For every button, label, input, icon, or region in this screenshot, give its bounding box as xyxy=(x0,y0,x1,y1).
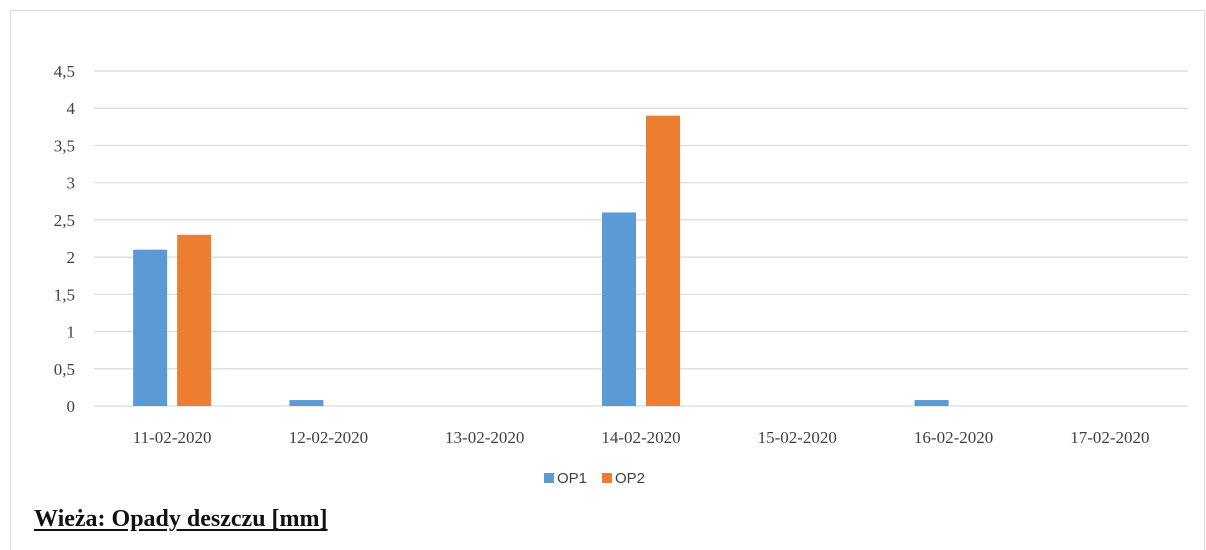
bar-op2 xyxy=(177,234,212,406)
y-tick-label: 2 xyxy=(67,248,76,267)
x-tick-label: 16-02-2020 xyxy=(914,428,993,447)
bar-op1 xyxy=(133,249,168,406)
x-tick-label: 13-02-2020 xyxy=(445,428,524,447)
y-tick-label: 0 xyxy=(67,397,76,416)
y-tick-label: 2,5 xyxy=(54,211,75,230)
legend-swatch-op2 xyxy=(602,473,612,483)
legend-swatch-op1 xyxy=(544,473,554,483)
bar-op2 xyxy=(646,115,680,407)
chart-frame xyxy=(10,10,1205,550)
x-tick-label: 14-02-2020 xyxy=(601,428,680,447)
x-tick-label: 11-02-2020 xyxy=(133,428,212,447)
bar-chart: 0 0,5 1 1,5 2 2,5 3 3,5 4 4,5 11-02-2020 12-02-2020… xyxy=(54,62,1188,487)
y-tick-label: 4,5 xyxy=(54,62,75,81)
y-tick-label: 3,5 xyxy=(54,136,75,155)
chart-caption: Wieża: Opady deszczu [mm] xyxy=(34,506,328,532)
y-tick-label: 4 xyxy=(67,99,76,118)
x-tick-label: 17-02-2020 xyxy=(1070,428,1149,447)
y-tick-label: 0,5 xyxy=(54,360,75,379)
bar-op1 xyxy=(602,212,636,406)
x-tick-label: 15-02-2020 xyxy=(758,428,837,447)
y-tick-label: 1 xyxy=(67,323,76,342)
bar-op1 xyxy=(914,400,949,406)
bar-op1 xyxy=(289,400,324,406)
legend-label-op1: OP1 xyxy=(557,470,587,487)
y-tick-label: 1,5 xyxy=(54,285,75,304)
y-tick-label: 3 xyxy=(67,174,76,193)
x-tick-label: 12-02-2020 xyxy=(289,428,368,447)
legend-label-op2: OP2 xyxy=(615,470,645,487)
